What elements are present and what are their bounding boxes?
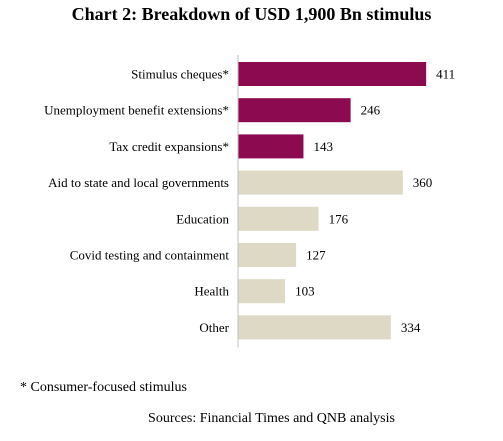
bar-chart: Stimulus cheques* 411 Unemployment benefit… [44,55,455,348]
bar-2 [238,98,351,123]
category-label-8: Other [199,320,229,335]
value-label-5: 176 [329,211,349,226]
value-label-2: 246 [361,103,381,118]
value-label-7: 103 [295,284,315,299]
bar-4 [238,170,403,195]
value-label-6: 127 [306,248,326,263]
category-label-7: Health [194,284,229,299]
value-label-1: 411 [436,67,455,82]
bar-7 [238,279,286,304]
category-label-6: Covid testing and containment [70,248,230,263]
bar-8 [238,315,391,340]
category-label-4: Aid to state and local governments [48,175,229,190]
source-note: Sources: Financial Times and QNB analysi… [148,411,395,426]
category-label-5: Education [176,211,229,226]
bar-5 [238,206,319,231]
category-label-1: Stimulus cheques* [131,67,229,82]
bar-1 [238,62,427,86]
chart-title: Chart 2: Breakdown of USD 1,900 Bn stimu… [71,4,432,24]
value-label-8: 334 [401,320,421,335]
bars-layer: Stimulus cheques* 411 Unemployment benefit… [44,62,455,340]
bar-3 [238,134,304,159]
value-label-4: 360 [413,175,433,190]
category-label-2: Unemployment benefit extensions* [44,103,229,118]
category-label-3: Tax credit expansions* [109,139,229,154]
bar-6 [238,243,297,267]
value-label-3: 143 [313,139,333,154]
footnote: * Consumer-focused stimulus [20,380,187,395]
